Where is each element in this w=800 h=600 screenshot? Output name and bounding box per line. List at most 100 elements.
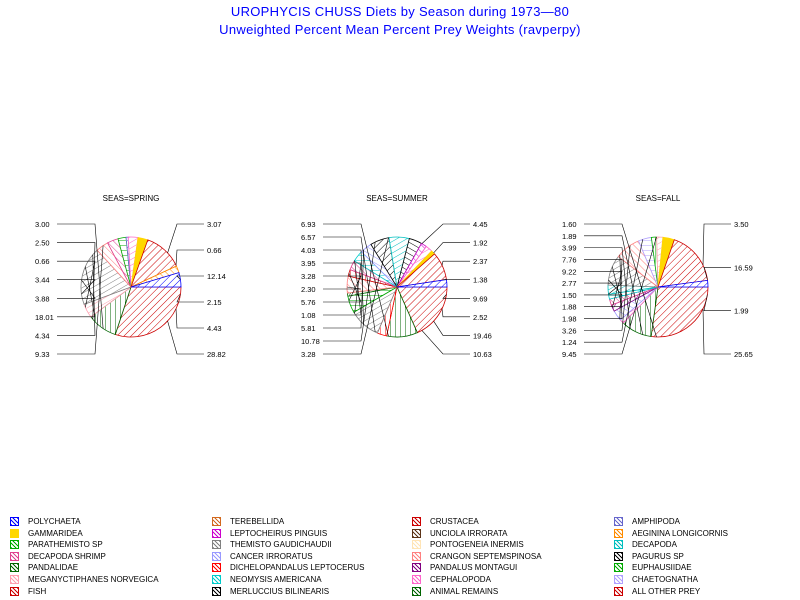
leader-line <box>323 260 362 316</box>
pie-value-label: 3.28 <box>301 350 316 359</box>
leader-line <box>167 321 204 355</box>
legend-swatch <box>614 551 623 561</box>
legend-swatch <box>212 517 221 526</box>
legend-label: CEPHALOPODA <box>430 575 491 584</box>
pie-value-label: 3.99 <box>562 244 577 253</box>
legend-label: CRUSTACEA <box>430 517 479 526</box>
legend-item: AEGININA LONGICORNIS <box>614 528 728 539</box>
pie-value-label: 4.34 <box>35 331 50 340</box>
legend-label: TEREBELLIDA <box>230 517 285 526</box>
pie-value-label: 3.00 <box>35 220 50 229</box>
pie-value-label: 1.88 <box>562 303 577 312</box>
pie-value-label: 1.60 <box>562 220 577 229</box>
legend-item: PANDALIDAE <box>10 562 78 573</box>
legend-item: MEGANYCTIPHANES NORVEGICA <box>10 574 159 585</box>
legend-swatch <box>412 540 421 550</box>
legend-item: DICHELOPANDALUS LEPTOCERUS <box>212 562 364 573</box>
legend-swatch <box>212 528 221 538</box>
legend-label: DECAPODA SHRIMP <box>28 551 106 561</box>
pie-value-label: 3.88 <box>35 294 50 303</box>
pie-slice <box>130 272 182 288</box>
leader-line <box>323 249 364 325</box>
legend-swatch <box>614 575 623 584</box>
pie-charts: SEAS=SPRING 3.00 2.50 0.66 3.44 3.88 18.01 4.34… <box>35 194 753 359</box>
pie-value-label: 1.89 <box>562 232 577 241</box>
pie-value-label: 2.15 <box>207 298 222 307</box>
leader-line <box>323 275 362 301</box>
pie-value-label: 16.59 <box>734 263 753 272</box>
legend-item: CRUSTACEA <box>412 516 479 527</box>
legend-swatch <box>212 563 221 573</box>
legend-swatch <box>614 586 623 596</box>
leader-line <box>584 247 631 329</box>
legend-label: CRANGON SEPTEMSPINOSA <box>430 551 542 561</box>
legend-swatch <box>614 517 623 526</box>
pie-value-label: 6.57 <box>301 233 316 242</box>
pie-value-label: 1.98 <box>562 315 577 324</box>
legend-label: CANCER IRRORATUS <box>230 551 313 561</box>
legend-label: DICHELOPANDALUS LEPTOCERUS <box>230 563 365 573</box>
legend-swatch <box>10 586 19 596</box>
legend-item: PANDALUS MONTAGUI <box>412 562 517 573</box>
leader-line <box>584 239 643 343</box>
leader-line <box>421 330 470 355</box>
legend-swatch <box>10 528 19 538</box>
pie-value-label: 1.08 <box>301 311 316 320</box>
legend-swatch <box>614 540 623 550</box>
pie-value-label: 0.66 <box>35 257 50 266</box>
pie-value-label: 7.76 <box>562 255 577 264</box>
pie-value-label: 3.50 <box>734 220 749 229</box>
leader-line <box>703 267 731 280</box>
legend-item: FISH <box>10 586 46 597</box>
legend-item: POLYCHAETA <box>10 516 81 527</box>
legend-item: CANCER IRRORATUS <box>212 551 313 562</box>
leader-line <box>176 294 204 303</box>
leader-line <box>57 279 96 295</box>
leader-line <box>57 245 104 355</box>
pie-value-label: 2.52 <box>473 313 488 322</box>
leader-line <box>584 223 657 338</box>
legend-item: THEMISTO GAUDICHAUDII <box>212 539 332 550</box>
legend-item: DECAPODA SHRIMP <box>10 551 106 562</box>
pie-value-label: 4.43 <box>207 324 222 333</box>
legend-label: ANIMAL REMAINS <box>430 586 499 596</box>
pie-value-label: 9.69 <box>473 294 488 303</box>
leader-line <box>584 236 657 355</box>
pie-value-label: 2.50 <box>35 239 50 248</box>
leader-line <box>57 266 96 318</box>
leader-line <box>323 223 389 337</box>
leader-line <box>584 245 631 331</box>
legend-label: POLYCHAETA <box>28 517 81 526</box>
pie-value-label: 1.50 <box>562 291 577 300</box>
leader-line <box>442 294 470 299</box>
legend-swatch <box>10 517 19 526</box>
leader-line <box>176 275 204 280</box>
leader-line <box>323 273 362 303</box>
legend-swatch <box>614 563 623 573</box>
pie-title: SEAS=SUMMER <box>366 194 428 203</box>
leader-line <box>57 242 96 320</box>
pie-value-label: 12.14 <box>207 272 226 281</box>
pie-value-label: 2.30 <box>301 285 316 294</box>
legend-swatch <box>212 586 221 596</box>
pie-value-label: 3.28 <box>301 272 316 281</box>
legend-item: CHAETOGNATHA <box>614 574 698 585</box>
legend-item: AMPHIPODA <box>614 516 680 527</box>
legend-item: CRANGON SEPTEMSPINOSA <box>412 551 542 562</box>
legend-swatch <box>10 540 19 550</box>
pie-value-label: 9.22 <box>562 267 577 276</box>
pie-value-label: 4.03 <box>301 246 316 255</box>
leader-line <box>57 254 96 336</box>
legend-item: PARATHEMISTO SP <box>10 539 103 550</box>
pie-slice <box>657 279 709 288</box>
legend-item: GAMMARIDEA <box>10 528 83 539</box>
legend-swatch <box>412 528 421 538</box>
leader-line <box>175 249 204 266</box>
legend-label: PARATHEMISTO SP <box>28 540 103 550</box>
leader-line <box>441 308 470 318</box>
legend-label: PAGURUS SP <box>632 551 684 561</box>
leader-line <box>57 260 96 308</box>
leader-line <box>323 286 362 290</box>
pie-title: SEAS=FALL <box>636 194 681 203</box>
pie-value-label: 0.66 <box>207 246 222 255</box>
